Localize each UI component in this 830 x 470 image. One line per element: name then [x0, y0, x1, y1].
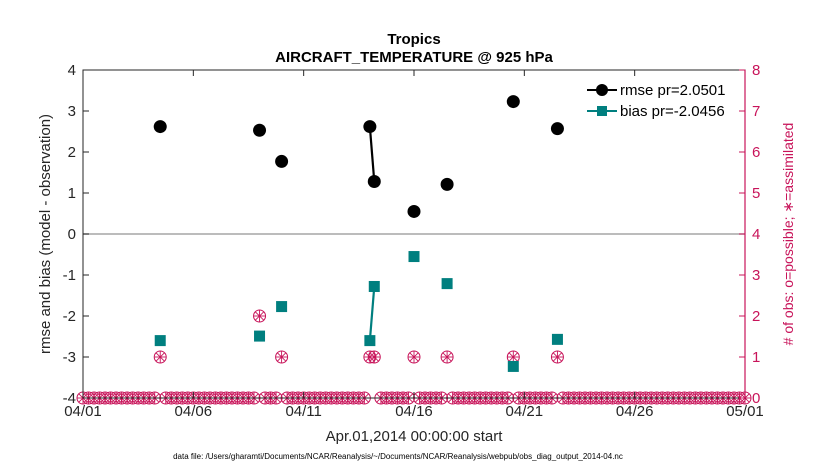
bias-point	[408, 251, 420, 263]
rmse-point	[367, 175, 381, 189]
y-tick-label-right: 6	[752, 144, 760, 161]
rmse-point	[275, 154, 289, 168]
bias-point	[276, 301, 288, 313]
data-file-footer: data file: /Users/gharamti/Documents/NCA…	[173, 452, 623, 461]
x-axis-label: Apr.01,2014 00:00:00 start	[326, 428, 504, 445]
rmse-segment	[368, 126, 376, 182]
y-tick-label-left: 1	[68, 185, 76, 202]
obs-count-marker	[275, 350, 289, 364]
y-tick-label-left: 3	[68, 103, 76, 120]
rmse-point	[407, 204, 421, 218]
legend-bias-label: bias pr=-2.0456	[620, 103, 725, 120]
rmse-point	[440, 177, 454, 191]
x-tick-label: 04/11	[285, 403, 321, 420]
obs-count-marker	[550, 350, 564, 364]
x-tick-label: 04/16	[395, 403, 433, 420]
y-tick-label-left: -3	[63, 349, 76, 366]
rmse-point	[363, 120, 377, 134]
y-tick-label-left: 4	[68, 62, 76, 79]
obs-count-marker	[367, 350, 381, 364]
obs-count-layer	[76, 309, 752, 405]
legend-rmse-marker	[596, 84, 608, 96]
chart-title: Tropics	[387, 31, 440, 48]
x-tick-label: 05/01	[726, 403, 764, 420]
bias-point	[441, 278, 453, 290]
rmse-point	[253, 123, 267, 137]
rmse-point	[506, 95, 520, 109]
y-tick-label-right: 1	[752, 349, 760, 366]
y-axis-label-left: rmse and bias (model - observation)	[37, 114, 54, 354]
legend-bias-marker	[597, 106, 607, 116]
bias-segment	[368, 286, 376, 341]
x-tick-label: 04/06	[175, 403, 213, 420]
bias-point	[364, 335, 376, 347]
bias-point	[551, 333, 563, 345]
bias-point	[507, 360, 519, 372]
bias-point	[368, 280, 380, 292]
y-tick-label-left: 0	[68, 226, 76, 243]
y-tick-label-left: -4	[63, 390, 76, 407]
x-tick-label: 04/21	[506, 403, 544, 420]
obs-count-marker	[153, 350, 167, 364]
bias-point	[154, 335, 166, 347]
rmse-point	[153, 120, 167, 134]
series-layer	[153, 95, 564, 372]
legend: rmse pr=2.0501 bias pr=-2.0456	[587, 82, 725, 120]
y-tick-label-left: -2	[63, 308, 76, 325]
x-tick-label: 04/26	[616, 403, 654, 420]
y-tick-label-right: 5	[752, 185, 760, 202]
y-tick-label-right: 4	[752, 226, 760, 243]
y-tick-label-left: 2	[68, 144, 76, 161]
bias-point	[254, 330, 266, 342]
y-tick-label-right: 0	[752, 390, 760, 407]
chart-subtitle: AIRCRAFT_TEMPERATURE @ 925 hPa	[275, 49, 553, 66]
y-tick-label-right: 2	[752, 308, 760, 325]
y-tick-label-right: 8	[752, 62, 760, 79]
obs-count-marker	[440, 350, 454, 364]
y-tick-label-left: -1	[63, 267, 76, 284]
y-axis-label-right: # of obs: o=possible; ∗=assimilated	[780, 123, 796, 346]
legend-rmse-label: rmse pr=2.0501	[620, 82, 725, 99]
y-tick-label-right: 7	[752, 103, 760, 120]
obs-count-marker	[253, 309, 267, 323]
y-tick-label-right: 3	[752, 267, 760, 284]
obs-count-marker	[407, 350, 421, 364]
rmse-point	[550, 122, 564, 136]
ticks-layer: 04/01 04/06 04/11 04/16 04/21 04/26 05/01 -4 -3 -…	[63, 62, 764, 420]
x-tick-label: 04/01	[64, 403, 102, 420]
